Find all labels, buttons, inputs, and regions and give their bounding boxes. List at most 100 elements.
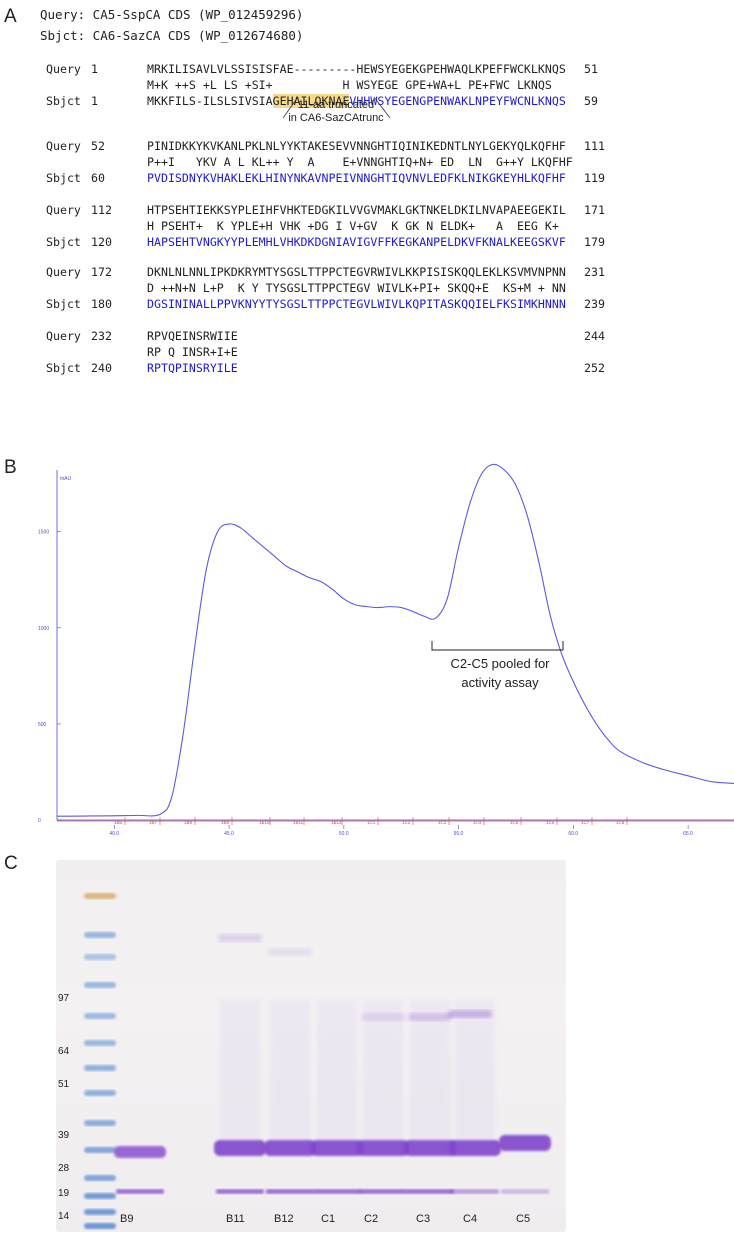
sbjct-sequence: MKKFILS-ILSLSIVSIAGEHAILQKNAEVHHWSYEGENG… — [147, 94, 566, 108]
sbjct-label: Sbjct — [46, 171, 81, 185]
ladder-band — [84, 1120, 116, 1126]
sbjct-start: 240 — [91, 361, 112, 375]
lane-smear — [363, 1000, 403, 1140]
pool-bracket — [431, 641, 564, 651]
lane-label: B12 — [274, 1213, 294, 1225]
query-label: Query — [46, 265, 81, 279]
query-start: 172 — [91, 265, 112, 279]
panel-b-label: B — [4, 457, 17, 478]
lower-band — [313, 1189, 361, 1194]
fraction-label: 1C1 — [367, 820, 376, 825]
pool-annotation-line1: C2-C5 pooled for — [450, 656, 550, 671]
sbjct-sequence-part: VHHWSYEGENGPENWAKLNPEYFWCNLKNQS — [349, 94, 566, 108]
main-band — [499, 1135, 551, 1151]
sbjct-sequence: HAPSEHTVNGKYYPLEMHLVHKDKDGNIAVIGVFFKEGKA… — [147, 235, 566, 249]
x-tick-label: 40.0 — [109, 831, 119, 837]
fraction-label: 1C7 — [581, 820, 590, 825]
x-tick-label: 45.0 — [224, 831, 234, 837]
faint-band — [218, 934, 262, 942]
truncation-note-line2: in CA6-SazCAtrunc — [288, 112, 384, 124]
mw-marker-label: 39 — [58, 1130, 70, 1141]
query-end: 171 — [584, 203, 605, 217]
sbjct-label: Sbjct — [46, 94, 81, 108]
lane-label: C5 — [516, 1213, 531, 1225]
alignment-midline: H PSEHT+ K YPLE+H VHK +DG I V+GV K GK N … — [147, 219, 559, 233]
query-start: 1 — [91, 62, 98, 76]
lower-band — [216, 1189, 264, 1194]
alignment-midline: RP Q INSR+I+E — [147, 345, 238, 359]
fraction-label: 1B12 — [331, 820, 342, 825]
query-label: Query — [46, 203, 81, 217]
fraction-label: 1C6 — [546, 820, 555, 825]
fraction-label: 1B11 — [293, 820, 304, 825]
sbjct-header: Sbjct: CA6-SazCA CDS (WP_012674680) — [40, 28, 304, 43]
panel-c-label: C — [4, 853, 18, 874]
main-band — [404, 1140, 456, 1156]
sbjct-start: 1 — [91, 94, 98, 108]
x-tick-label: 65.0 — [683, 831, 693, 837]
sbjct-end: 59 — [584, 94, 598, 108]
ladder-band — [84, 1040, 116, 1046]
lane-smear — [410, 1000, 450, 1140]
fraction-label: 1C4 — [473, 820, 482, 825]
query-sequence: HTPSEHTIEKKSYPLEIHFVHKTEDGKILVVGVMAKLGKT… — [147, 203, 566, 217]
lane-label: C2 — [364, 1213, 379, 1225]
panel-a-label: A — [4, 6, 17, 27]
y-tick-label: 500 — [38, 722, 47, 728]
truncated-segment-highlight: GEHAILQKNAE — [272, 94, 350, 108]
query-label: Query — [46, 139, 81, 153]
sbjct-start: 180 — [91, 297, 112, 311]
lane-smear — [317, 1000, 357, 1140]
query-sequence: RPVQEINSRWIIE — [147, 329, 238, 343]
main-band — [311, 1140, 363, 1156]
ladder-band — [84, 1013, 116, 1019]
mw-marker-label: 14 — [58, 1211, 70, 1222]
query-sequence: DKNLNLNNLIPKDKRYMTYSGSLTTPPCTEGVRWIVLKKP… — [147, 265, 566, 279]
ladder-band — [84, 1223, 116, 1229]
sbjct-end: 252 — [584, 361, 605, 375]
lower-band — [451, 1189, 499, 1194]
query-sequence: MRKILISAVLVLSSISISFAE---------HEWSYEGEKG… — [147, 62, 566, 76]
sbjct-sequence: RPTQPINSRYILE — [147, 361, 238, 375]
sbjct-sequence: PVDISDNYKVHAKLEKLHINYNKAVNPEIVNNGHTIQVNV… — [147, 171, 566, 185]
y-tick-label: 1500 — [38, 530, 49, 536]
main-band — [357, 1140, 409, 1156]
truncation-bracket — [282, 96, 391, 119]
lower-band — [501, 1189, 549, 1194]
fraction-label: 1B6 — [114, 820, 123, 825]
sbjct-end: 179 — [584, 235, 605, 249]
main-band — [449, 1140, 501, 1156]
fraction-label: 1C3 — [438, 820, 447, 825]
pool-annotation-line2: activity assay — [461, 675, 539, 690]
query-start: 232 — [91, 329, 112, 343]
query-start: 112 — [91, 203, 112, 217]
faint-band — [268, 948, 312, 956]
lane-label: C3 — [416, 1213, 431, 1225]
fraction-label: 1C8 — [616, 820, 625, 825]
lower-band — [406, 1189, 454, 1194]
lane-smear — [455, 1000, 495, 1140]
chromatogram: mAU 0 500 1000 1500 1B6 1B7 1B8 1B9 1B10 1B11 1B12 1… — [38, 463, 734, 837]
ladder-band — [84, 954, 116, 960]
sbjct-sequence: DGSININALLPPVKNYYTYSGSLTTPPCTEGVLWIVLKQP… — [147, 297, 566, 311]
mw-marker-label: 19 — [58, 1188, 70, 1199]
query-end: 244 — [584, 329, 605, 343]
sbjct-label: Sbjct — [46, 297, 81, 311]
lane-label: B11 — [226, 1213, 245, 1225]
lower-band — [266, 1189, 314, 1194]
lane-label: C1 — [321, 1213, 336, 1225]
lane-label: B9 — [120, 1213, 134, 1225]
ladder-band — [84, 1090, 116, 1096]
fraction-label: 1B9 — [221, 820, 230, 825]
main-band — [114, 1146, 166, 1158]
x-tick-label: 60.0 — [568, 831, 578, 837]
fraction-label: 1C2 — [402, 820, 411, 825]
query-end: 231 — [584, 265, 605, 279]
query-start: 52 — [91, 139, 105, 153]
query-end: 111 — [584, 139, 605, 153]
lower-band — [116, 1189, 164, 1194]
y-tick-label: 1000 — [38, 626, 49, 632]
ladder-band — [84, 1193, 116, 1199]
ladder-band — [84, 1209, 116, 1215]
